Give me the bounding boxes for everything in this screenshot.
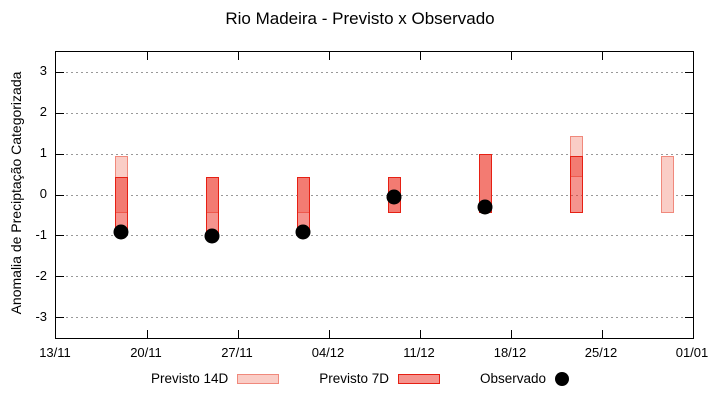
y-tick-mark [685, 194, 693, 196]
x-tick-mark [419, 52, 421, 60]
y-tick-mark [685, 153, 693, 155]
y-tick-label: 3 [39, 63, 47, 79]
grid-line [56, 153, 693, 155]
x-tick-label: 25/12 [584, 345, 618, 360]
y-tick-mark [685, 71, 693, 73]
grid-line [56, 194, 693, 196]
x-tick-mark [328, 330, 330, 338]
x-tick-mark [510, 52, 512, 60]
bar-previsto-7d [569, 156, 583, 214]
y-tick-label: 1 [39, 145, 47, 161]
grid-line [56, 317, 693, 319]
observado-point [113, 224, 129, 240]
grid-line [56, 71, 693, 73]
previsto-7d-swatch-icon [398, 373, 441, 384]
y-tick-label: 2 [39, 104, 47, 120]
legend-item-previsto-14d: Previsto 14D [150, 371, 280, 386]
y-tick-mark [56, 194, 64, 196]
plot-area [55, 51, 694, 339]
grid-line [56, 235, 693, 237]
x-tick-label: 18/12 [493, 345, 527, 360]
x-tick-mark [601, 52, 603, 60]
x-tick-mark [237, 52, 239, 60]
bar-previsto-7d [205, 176, 219, 236]
observado-point [477, 199, 493, 215]
y-tick-mark [56, 276, 64, 278]
chart-title: Rio Madeira - Previsto x Observado [225, 9, 495, 28]
x-tick-mark [419, 330, 421, 338]
x-tick-label: 20/11 [130, 345, 162, 360]
x-tick-label: 04/12 [311, 345, 345, 360]
y-tick-mark [56, 235, 64, 237]
grid-line [56, 276, 693, 278]
grid-line [56, 112, 693, 114]
y-tick-mark [685, 112, 693, 114]
previsto-14d-swatch-icon [237, 373, 280, 384]
legend-item-previsto-7d: Previsto 7D [319, 371, 441, 386]
x-tick-label: 13/11 [39, 345, 71, 360]
legend-label-previsto-7d: Previsto 7D [319, 371, 390, 386]
y-tick-label: 0 [39, 186, 47, 201]
y-tick-mark [56, 317, 64, 319]
x-tick-mark [146, 330, 148, 338]
observado-point [204, 228, 220, 244]
legend-item-observado: Observado [480, 371, 570, 386]
x-tick-mark [146, 52, 148, 60]
x-tick-mark [510, 330, 512, 338]
y-tick-mark [56, 153, 64, 155]
legend: Previsto 14D Previsto 7D Observado [0, 371, 720, 386]
observado-point [295, 224, 311, 240]
bar-previsto-14d [660, 156, 674, 214]
y-tick-mark [685, 317, 693, 319]
y-tick-label: -3 [35, 308, 47, 324]
legend-label-previsto-14d: Previsto 14D [150, 371, 229, 386]
x-tick-mark [237, 330, 239, 338]
x-tick-mark [328, 52, 330, 60]
y-tick-label: -2 [35, 267, 47, 283]
observado-dot-icon [555, 371, 570, 386]
y-tick-label: -1 [35, 226, 47, 242]
x-tick-label: 11/12 [403, 345, 435, 360]
y-tick-mark [685, 276, 693, 278]
x-tick-label: 27/11 [221, 345, 253, 360]
x-tick-label: 01/01 [675, 345, 709, 360]
y-tick-mark [56, 71, 64, 73]
y-tick-mark [685, 235, 693, 237]
legend-label-observado: Observado [480, 371, 547, 386]
x-tick-mark [601, 330, 603, 338]
observado-point [386, 189, 402, 205]
y-tick-mark [56, 112, 64, 114]
